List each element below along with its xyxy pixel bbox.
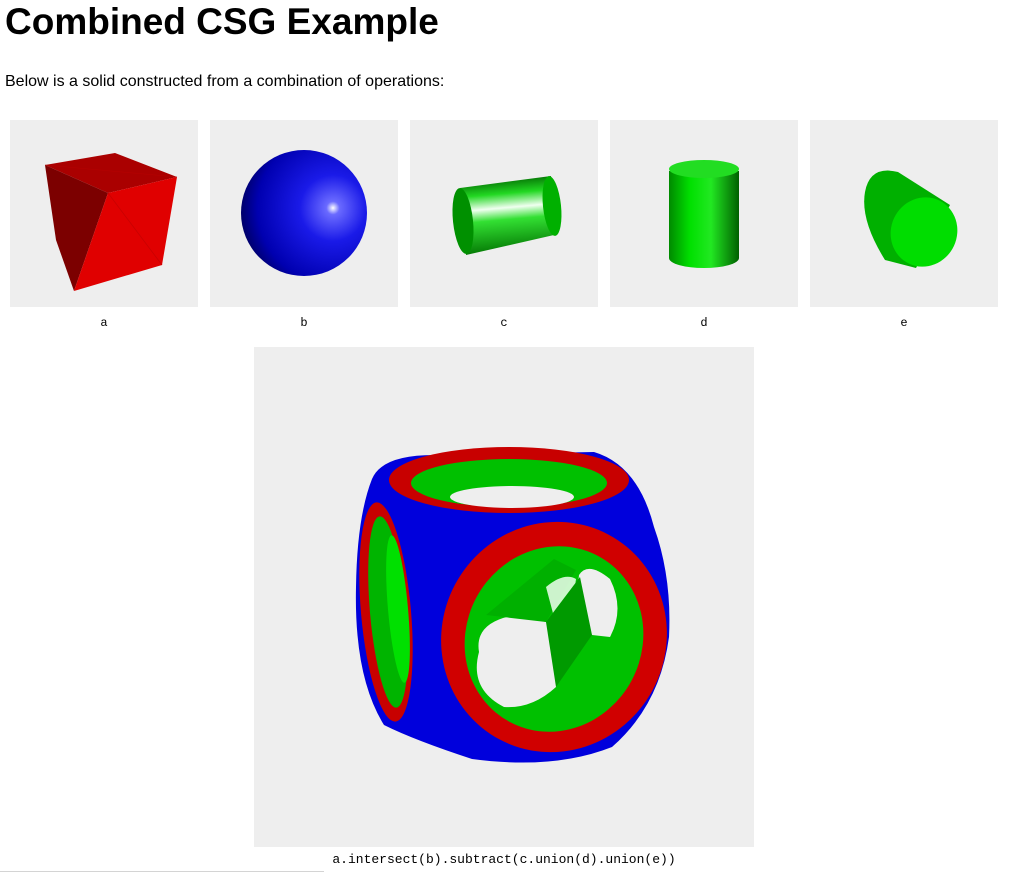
horizontal-divider bbox=[0, 871, 324, 872]
cylinder-e-viewport[interactable] bbox=[810, 120, 998, 307]
caption-e: e bbox=[900, 316, 908, 330]
sphere-render bbox=[241, 150, 367, 276]
cylinder-c-render bbox=[452, 176, 562, 255]
caption-c: c bbox=[500, 316, 508, 330]
caption-b: b bbox=[300, 316, 308, 330]
cube-viewport[interactable] bbox=[10, 120, 198, 307]
page-title: Combined CSG Example bbox=[5, 1, 439, 42]
cube-render bbox=[44, 153, 178, 291]
caption-a: a bbox=[100, 316, 108, 330]
cylinder-c-viewport[interactable] bbox=[410, 120, 598, 307]
cylinder-e-render bbox=[864, 170, 958, 268]
csg-result-viewport[interactable] bbox=[254, 347, 754, 847]
cylinder-d-viewport[interactable] bbox=[610, 120, 798, 307]
csg-result-render bbox=[355, 447, 670, 763]
cylinder-d-render bbox=[669, 160, 739, 268]
sphere-viewport[interactable] bbox=[210, 120, 398, 307]
caption-d: d bbox=[700, 316, 708, 330]
result-caption: a.intersect(b).subtract(c.union(d).union… bbox=[332, 852, 676, 867]
intro-text: Below is a solid constructed from a comb… bbox=[5, 73, 445, 90]
